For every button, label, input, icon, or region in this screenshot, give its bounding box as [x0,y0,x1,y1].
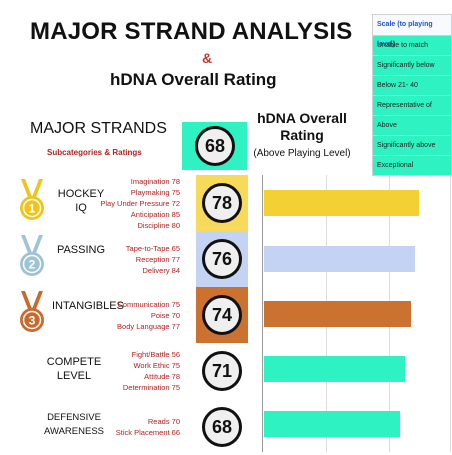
strand-rating-box: 78 [196,175,248,231]
subcategory-item: Fight/Battle 56 [131,350,180,359]
subcategory-item: Discipline 80 [137,220,180,230]
strand-rating-circle: 78 [202,183,242,223]
scale-item: Unable to match [372,36,452,56]
gridline [450,175,451,452]
strand-bar [264,356,405,382]
subcategory-list: Imagination 78 Playmaking 75 Play Under Pr… [100,176,180,231]
medal-icon: 1 [20,179,44,220]
medal-icon: 2 [20,235,44,276]
subcategory-list: Reads 70 Stick Placement 66 [116,416,180,438]
subcategory-list: Communication 75 Poise 70 Body Language 77 [117,299,180,332]
subcategory-item: Poise 70 [150,310,180,320]
overall-rating-sub: (Above Playing Level) [253,148,351,159]
strand-rating-circle: 68 [202,407,242,447]
strand-label: HOCKEY IQ [57,188,105,214]
scale-item: Exceptional [372,156,452,176]
strand-rating-box: 76 [196,231,248,287]
subcategory-item: Anticipation 85 [130,209,180,219]
medal-icon: 3 [20,291,44,332]
overall-rating-label: hDNA Overall Rating [257,110,347,143]
subcategory-item: Work Ethic 75 [133,361,180,370]
strand-bar [264,246,415,272]
subcategory-item: Reads 70 [147,417,180,426]
strand-label: DEFENSIVE AWARENESS [43,412,104,437]
subcategory-item: Attitude 78 [144,372,180,381]
svg-text:2: 2 [29,258,36,272]
scale-legend: Scale (to playing level) Unable to match… [372,14,452,176]
strand-rating-circle: 76 [202,239,242,279]
subcategory-list: Fight/Battle 56 Work Ethic 75 Attitude 78 D… [123,349,180,393]
strand-bar [264,190,419,216]
major-strands-subtitle: Subcategories & Ratings [47,148,142,157]
strand-rating-circle: 74 [202,295,242,335]
ampersand: & [202,50,213,66]
strand-label: COMPETE LEVEL [46,356,102,382]
subcategory-item: Play Under Pressure 72 [100,198,180,208]
major-strands-title: MAJOR STRANDS [30,120,167,137]
scale-item: Below 21- 40 [372,76,452,96]
subcategory-item: Stick Placement 66 [115,428,180,437]
scale-heading: Scale (to playing level) [372,14,452,48]
scale-item: Significantly above [372,136,452,156]
subcategory-item: Body Language 77 [117,321,180,331]
subcategory-item: Delivery 84 [142,265,180,275]
overall-rating-box: 68 [182,122,247,170]
scale-item: Significantly below [372,56,452,76]
strand-label: INTANGIBLES [52,300,124,312]
scale-item: Representative of [372,96,452,116]
strand-rating-box: 71 [196,343,248,399]
svg-text:1: 1 [29,202,36,216]
subcategory-item: Playmaking 75 [130,187,180,197]
svg-text:3: 3 [29,314,36,328]
page-title: MAJOR STRAND ANALYSIS [30,18,353,45]
strand-bar [264,411,400,437]
subcategory-list: Tape-to-Tape 65 Reception 77 Delivery 84 [126,243,180,276]
overall-rating-circle: 68 [195,126,235,166]
subcategory-item: Reception 77 [135,254,180,264]
strand-rating-box: 74 [196,287,248,343]
subcategory-item: Communication 75 [117,299,180,309]
strand-rating-circle: 71 [202,351,242,391]
subcategory-item: Determination 75 [122,383,180,392]
chart-axis [262,175,263,452]
strand-bar [264,301,411,327]
scale-item: Above [372,116,452,136]
strand-label: PASSING [56,244,106,256]
subcategory-item: Imagination 78 [130,176,180,186]
page-subtitle: hDNA Overall Rating [110,70,277,89]
strand-rating-box: 68 [196,399,248,455]
subcategory-item: Tape-to-Tape 65 [125,243,180,253]
